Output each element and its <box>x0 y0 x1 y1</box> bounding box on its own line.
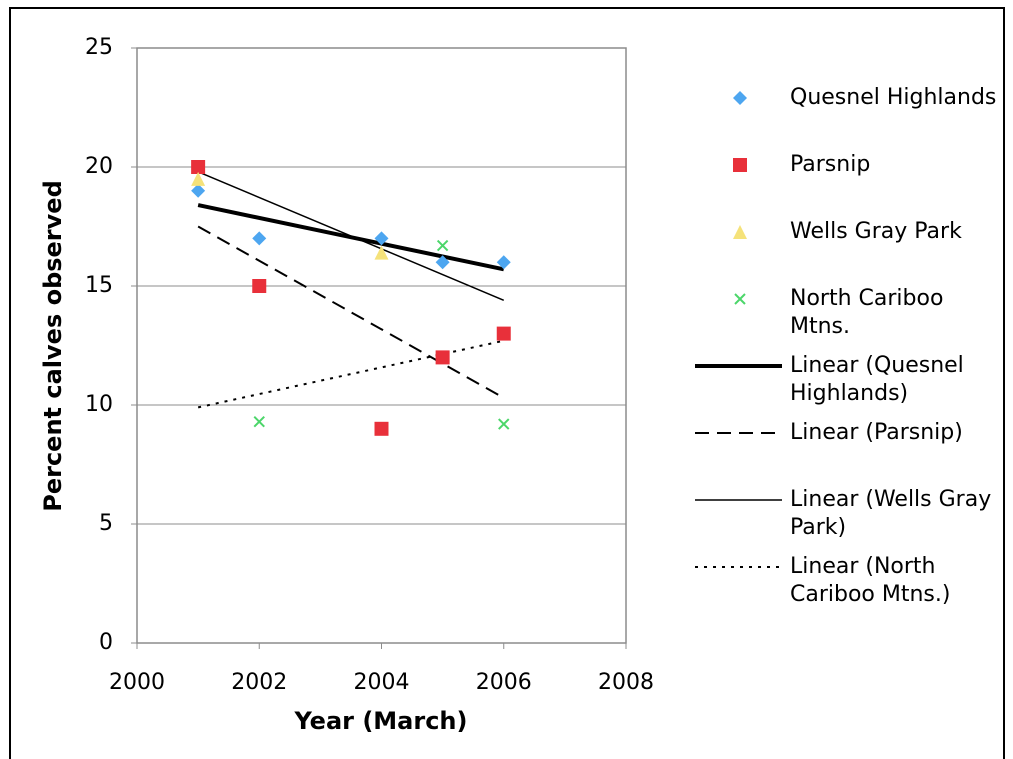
marker-square <box>374 421 389 436</box>
trendline <box>197 171 505 301</box>
chart-border <box>9 7 1005 759</box>
y-tick-label: 15 <box>85 273 113 298</box>
trendline <box>197 339 504 409</box>
y-tick-label: 0 <box>99 630 113 655</box>
legend-label: Linear (Wells Gray Park) <box>790 487 992 540</box>
legend-label: North Cariboo Mtns. <box>790 286 944 339</box>
y-tick-label: 5 <box>99 511 113 536</box>
y-tick-label: 25 <box>85 35 113 60</box>
x-tick-label: 2002 <box>231 670 287 695</box>
x-tick-label: 2000 <box>109 670 165 695</box>
marker-diamond <box>374 231 389 246</box>
trendline <box>197 225 505 399</box>
marker-diamond <box>733 91 747 105</box>
legend-label: Linear (North Cariboo Mtns.) <box>790 554 951 607</box>
x-tick-label: 2004 <box>354 670 410 695</box>
marker-diamond <box>435 255 450 270</box>
legend-label: Linear (Parsnip) <box>790 420 963 445</box>
x-tick-label: 2006 <box>476 670 532 695</box>
marker-diamond <box>252 231 267 246</box>
marker-square <box>435 350 450 365</box>
y-tick-label: 10 <box>85 392 113 417</box>
marker-square <box>733 158 747 172</box>
marker-triangle <box>733 225 747 239</box>
marker-square <box>252 279 267 293</box>
legend-label: Wells Gray Park <box>790 219 962 244</box>
legend-label: Linear (Quesnel Highlands) <box>790 353 964 406</box>
legend-label: Parsnip <box>790 152 871 177</box>
legend-label: Quesnel Highlands <box>790 85 997 110</box>
marker-cross <box>436 239 449 252</box>
marker-cross <box>734 293 746 305</box>
plot-border <box>136 47 627 644</box>
marker-triangle <box>374 245 389 260</box>
x-tick-label: 2008 <box>598 670 654 695</box>
x-axis-title: Year (March) <box>293 707 467 735</box>
trendline <box>197 203 505 272</box>
marker-square <box>496 326 511 341</box>
y-tick-label: 20 <box>85 154 113 179</box>
marker-triangle <box>191 171 206 186</box>
marker-cross <box>498 418 510 430</box>
marker-diamond <box>496 255 511 270</box>
marker-diamond <box>191 183 206 198</box>
y-axis-title: Percent calves observed <box>39 180 67 512</box>
marker-square <box>191 160 206 174</box>
marker-cross <box>253 415 265 428</box>
